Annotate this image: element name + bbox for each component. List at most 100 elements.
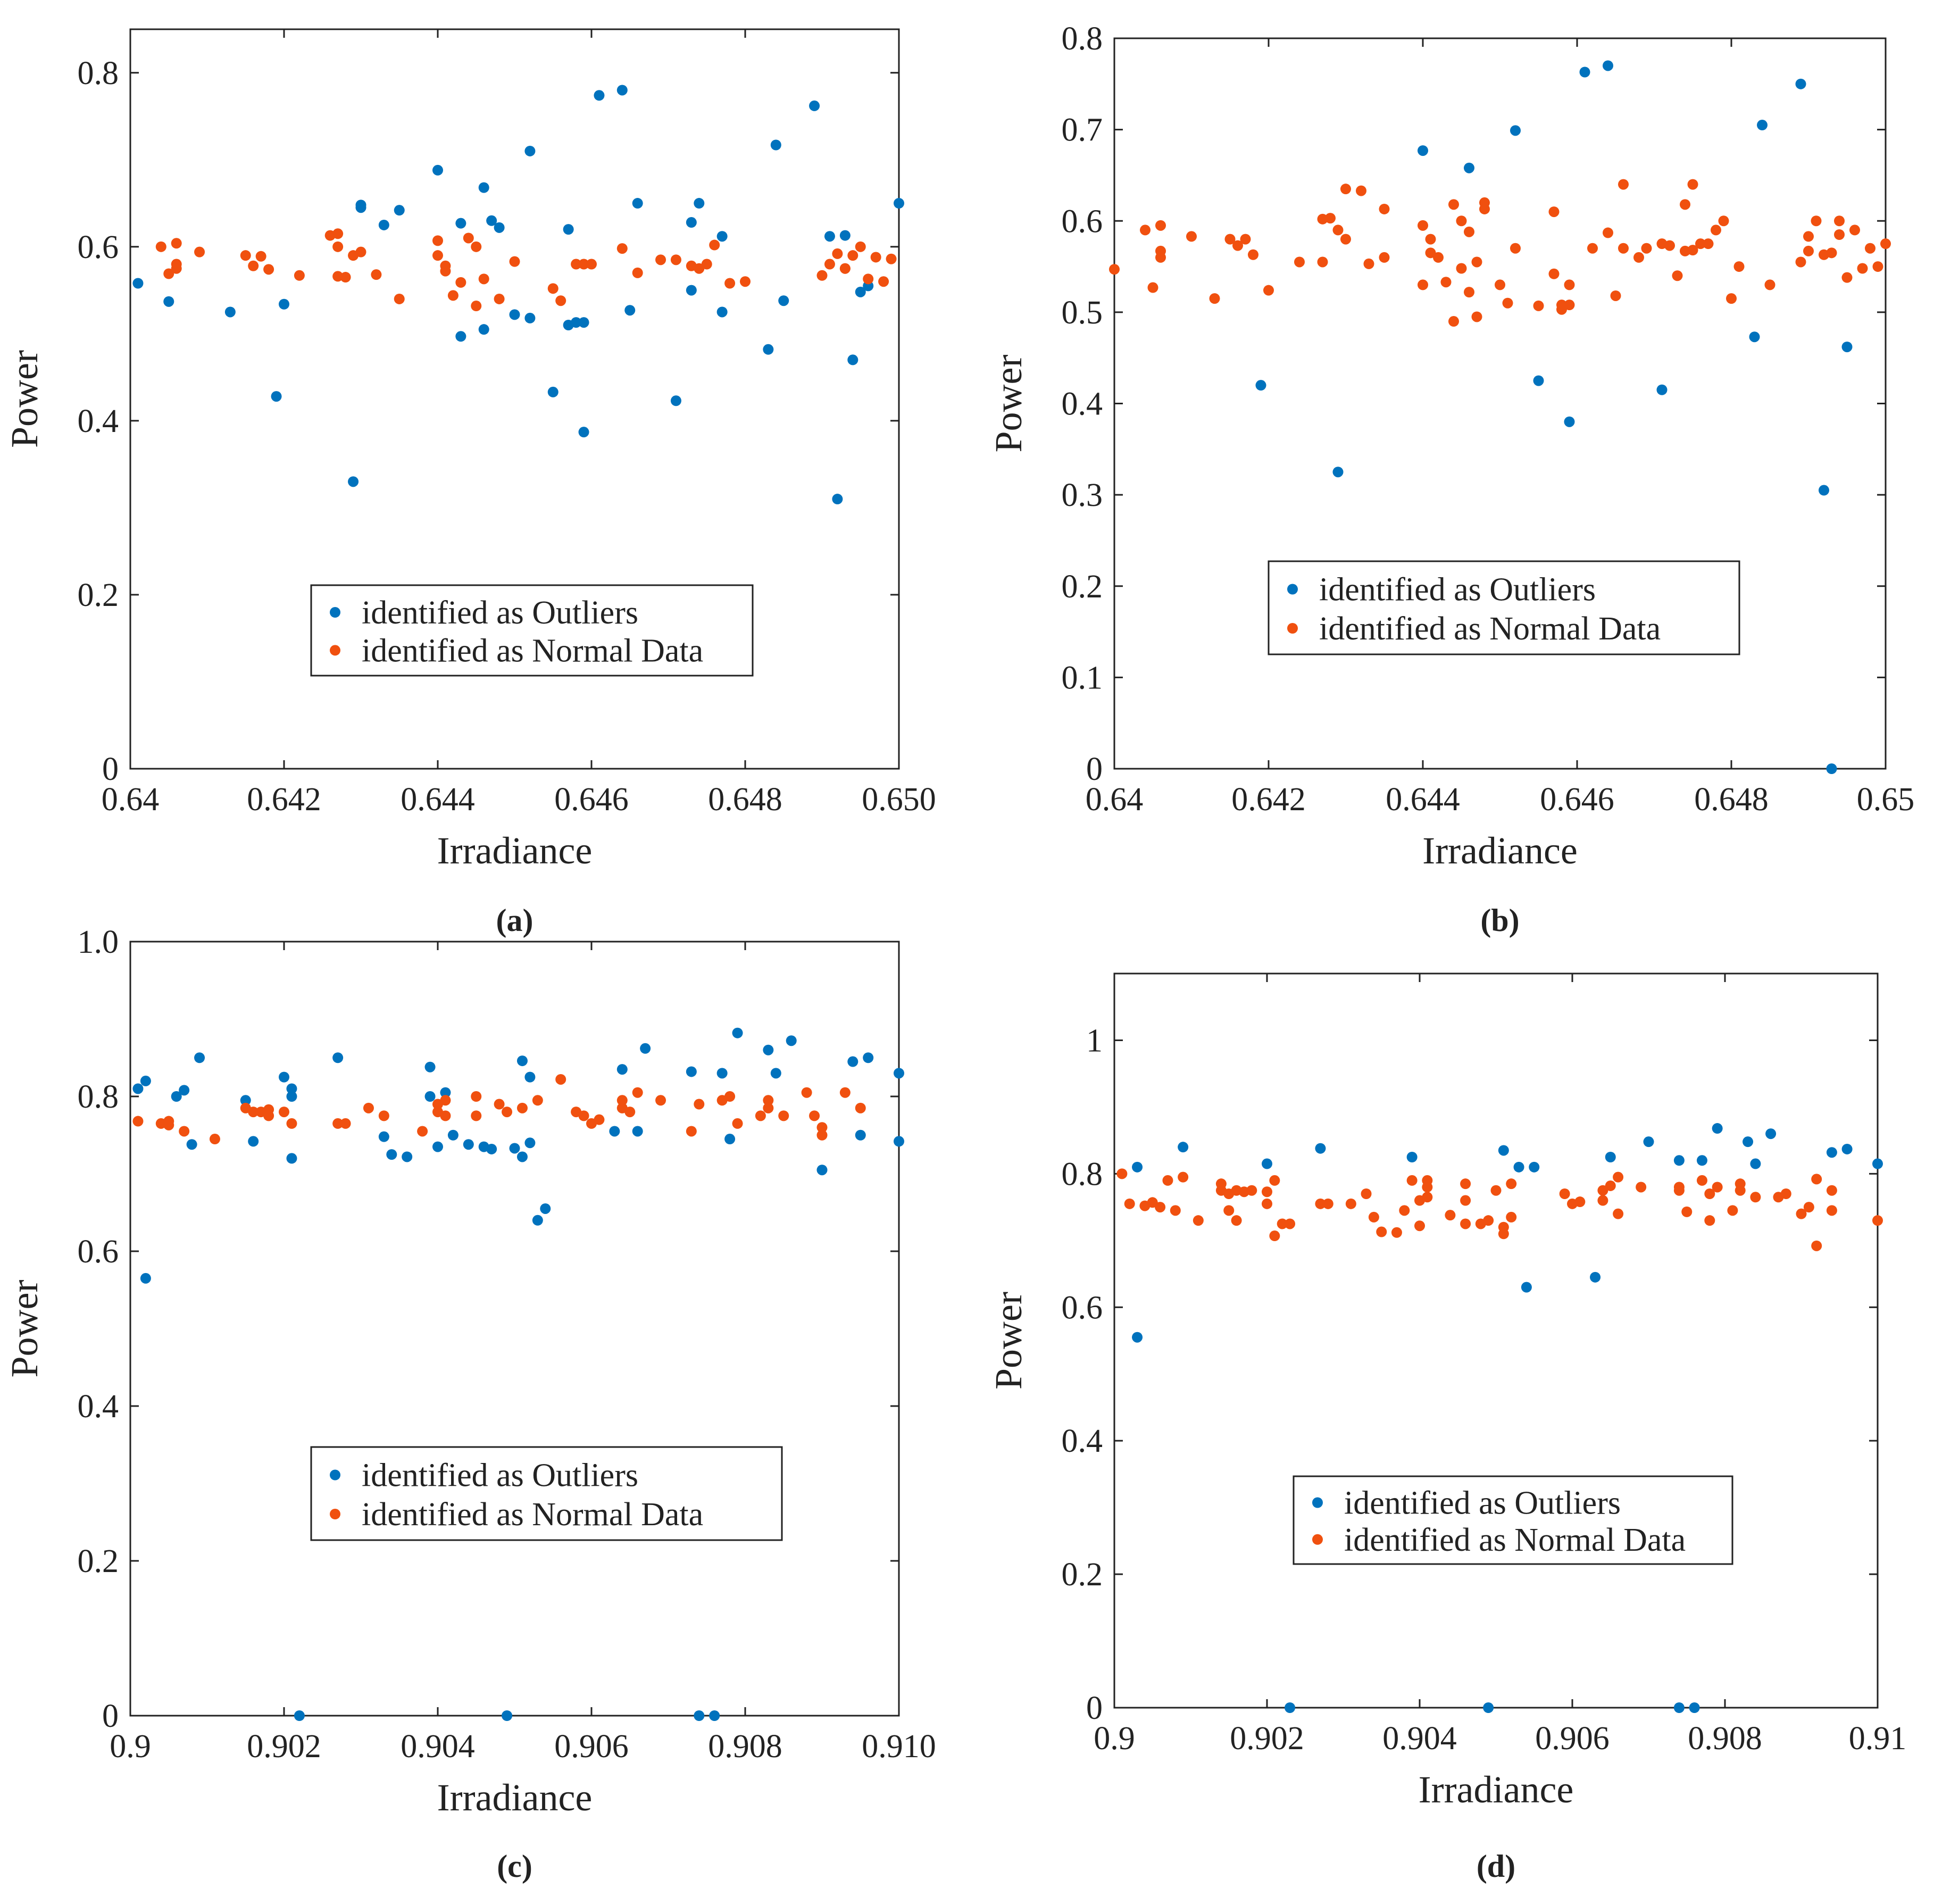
y-axis-label: Power bbox=[987, 354, 1030, 452]
normal-data-point bbox=[1215, 1178, 1227, 1190]
normal-data-point bbox=[778, 1110, 789, 1121]
outlier-point bbox=[816, 1165, 828, 1176]
normal-data-point bbox=[701, 259, 712, 270]
outlier-point bbox=[1826, 1147, 1837, 1158]
normal-data-point bbox=[1610, 290, 1621, 301]
normal-data-point bbox=[755, 1110, 766, 1121]
normal-data-point bbox=[1448, 316, 1459, 327]
normal-data-point bbox=[670, 254, 681, 265]
normal-data-point bbox=[1857, 263, 1868, 274]
normal-data-point bbox=[1479, 203, 1490, 214]
normal-data-point bbox=[532, 1095, 543, 1106]
panel-label: (c) bbox=[497, 1849, 532, 1884]
x-axis-label: Irradiance bbox=[437, 1776, 593, 1819]
normal-data-point bbox=[816, 270, 828, 281]
x-tick-label: 0.902 bbox=[1230, 1720, 1304, 1757]
normal-data-point bbox=[1603, 227, 1613, 238]
plot-frame bbox=[1113, 972, 1879, 1709]
outlier-point bbox=[786, 1035, 797, 1046]
outlier-point bbox=[494, 222, 505, 233]
y-tick-label: 0.4 bbox=[78, 1388, 119, 1425]
outlier-point bbox=[616, 1064, 628, 1075]
y-tick-label: 0 bbox=[102, 751, 119, 787]
plot-frame bbox=[129, 28, 900, 770]
normal-data-point bbox=[471, 241, 482, 252]
outlier-point bbox=[179, 1085, 190, 1096]
outlier-point bbox=[486, 215, 497, 226]
normal-data-point bbox=[1664, 240, 1675, 251]
legend-box bbox=[1268, 560, 1740, 655]
normal-data-point bbox=[1445, 1210, 1456, 1221]
normal-data-point bbox=[1368, 1211, 1379, 1223]
normal-data-point bbox=[1726, 293, 1737, 304]
normal-data-point bbox=[1735, 1185, 1746, 1196]
normal-data-point bbox=[1456, 215, 1467, 227]
normal-data-point bbox=[1418, 279, 1428, 290]
x-tick-label: 0.642 bbox=[1231, 781, 1306, 818]
normal-data-point bbox=[371, 269, 382, 280]
normal-data-point bbox=[1834, 229, 1845, 240]
outlier-point bbox=[1533, 375, 1544, 386]
normal-data-point bbox=[1841, 272, 1853, 283]
normal-data-point bbox=[1140, 225, 1151, 236]
outlier-point bbox=[524, 312, 536, 323]
outlier-point bbox=[1841, 1143, 1853, 1154]
y-tick-label: 0.8 bbox=[78, 1079, 119, 1115]
legend-marker-outliers bbox=[1312, 1497, 1323, 1508]
normal-data-point bbox=[1727, 1205, 1738, 1216]
outlier-point bbox=[1262, 1158, 1272, 1169]
normal-data-point bbox=[1322, 1198, 1333, 1209]
outlier-point bbox=[516, 1055, 528, 1067]
outlier-point bbox=[286, 1153, 297, 1164]
outlier-point bbox=[1464, 162, 1474, 173]
normal-data-point bbox=[1425, 247, 1436, 259]
y-tick-label: 0 bbox=[1086, 751, 1103, 787]
normal-data-point bbox=[417, 1126, 428, 1137]
normal-data-point bbox=[1460, 1178, 1471, 1190]
normal-data-point bbox=[1506, 1211, 1517, 1223]
normal-data-point bbox=[471, 1091, 482, 1102]
normal-data-point bbox=[1613, 1208, 1624, 1219]
normal-data-point bbox=[724, 1091, 736, 1102]
outlier-point bbox=[1513, 1161, 1524, 1173]
normal-data-point bbox=[1418, 220, 1428, 231]
outlier-point bbox=[1819, 485, 1829, 496]
normal-data-point bbox=[1673, 1185, 1685, 1196]
normal-data-point bbox=[1872, 261, 1883, 272]
normal-data-point bbox=[1269, 1175, 1280, 1186]
normal-data-point bbox=[863, 273, 874, 285]
outlier-point bbox=[809, 100, 820, 111]
normal-data-point bbox=[1633, 252, 1644, 263]
y-tick-label: 0.5 bbox=[1062, 295, 1103, 331]
outlier-point bbox=[1872, 1158, 1883, 1169]
outlier-point bbox=[378, 1131, 389, 1142]
normal-data-point bbox=[1209, 293, 1220, 304]
outlier-point bbox=[509, 1143, 520, 1154]
outlier-point bbox=[194, 1052, 205, 1063]
outlier-point bbox=[616, 85, 628, 96]
normal-data-point bbox=[332, 1118, 344, 1129]
outlier-point bbox=[509, 309, 520, 320]
normal-data-point bbox=[1162, 1175, 1173, 1186]
outlier-point bbox=[686, 217, 697, 228]
normal-data-point bbox=[1811, 1240, 1822, 1251]
normal-data-point bbox=[1361, 1188, 1372, 1199]
normal-data-point bbox=[1764, 279, 1775, 290]
normal-data-point bbox=[332, 228, 344, 239]
normal-data-point bbox=[1803, 245, 1814, 256]
normal-data-point bbox=[1471, 256, 1482, 268]
normal-data-point bbox=[355, 246, 366, 257]
normal-data-point bbox=[1246, 1185, 1257, 1196]
normal-data-point bbox=[1490, 1185, 1502, 1196]
normal-data-point bbox=[1262, 1198, 1272, 1209]
normal-data-point bbox=[432, 235, 443, 246]
normal-data-point bbox=[1564, 279, 1575, 290]
outlier-point bbox=[432, 1141, 443, 1152]
x-tick-label: 0.644 bbox=[1386, 781, 1460, 818]
normal-data-point bbox=[1317, 256, 1328, 268]
normal-data-point bbox=[547, 283, 558, 294]
normal-data-point bbox=[624, 1107, 636, 1118]
normal-data-point bbox=[594, 1114, 605, 1125]
normal-data-point bbox=[171, 238, 182, 249]
outlier-point bbox=[1743, 1136, 1754, 1148]
